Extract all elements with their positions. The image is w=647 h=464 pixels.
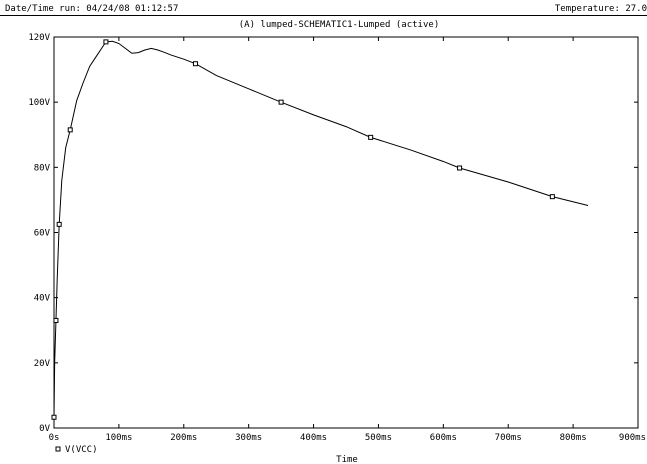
data-point-marker — [53, 317, 59, 323]
data-point-marker — [549, 194, 555, 200]
x-tick-label: 300ms — [235, 433, 262, 443]
run-date-label: Date/Time run: 04/24/08 01:12:57 — [5, 4, 179, 14]
data-point-marker — [51, 414, 57, 420]
x-tick-label: 700ms — [495, 433, 522, 443]
x-tick-label: 0s — [49, 433, 60, 443]
plot-area — [53, 36, 639, 429]
y-axis: 0V 20V 40V 60V 80V 100V 120V — [28, 33, 638, 434]
data-point-marker — [56, 221, 62, 227]
x-tick-label: 500ms — [365, 433, 392, 443]
y-tick-label: 20V — [34, 359, 51, 369]
x-tick-label: 200ms — [170, 433, 197, 443]
x-tick-label: 600ms — [430, 433, 457, 443]
temperature-label: Temperature: 27.0 — [554, 4, 647, 14]
series-line-v-vcc — [53, 40, 589, 418]
legend-marker-icon — [55, 446, 61, 452]
x-tick-label: 400ms — [300, 433, 327, 443]
legend: V(VCC) — [55, 445, 98, 455]
x-axis-label: Time — [336, 455, 358, 464]
y-tick-label: 80V — [34, 163, 51, 173]
x-tick-label: 800ms — [560, 433, 587, 443]
data-point-marker — [67, 127, 73, 133]
x-axis: 0s 100ms 200ms 300ms 400ms 500ms 600ms 700ms 800… — [49, 37, 646, 443]
x-tick-label: 100ms — [105, 433, 132, 443]
series-markers — [51, 39, 555, 420]
y-tick-label: 60V — [34, 229, 51, 239]
data-point-marker — [278, 99, 284, 105]
y-tick-label: 120V — [28, 33, 50, 43]
header-divider — [0, 15, 647, 16]
chart-title: (A) lumped-SCHEMATIC1-Lumped (active) — [239, 20, 439, 30]
data-point-marker — [457, 165, 463, 171]
legend-label: V(VCC) — [65, 445, 98, 455]
y-tick-label: 40V — [34, 294, 51, 304]
data-point-marker — [103, 39, 109, 45]
y-tick-label: 100V — [28, 98, 50, 108]
data-point-marker — [368, 134, 374, 140]
data-point-marker — [192, 61, 198, 67]
x-tick-label: 900ms — [619, 433, 646, 443]
y-tick-label: 0V — [39, 424, 50, 434]
